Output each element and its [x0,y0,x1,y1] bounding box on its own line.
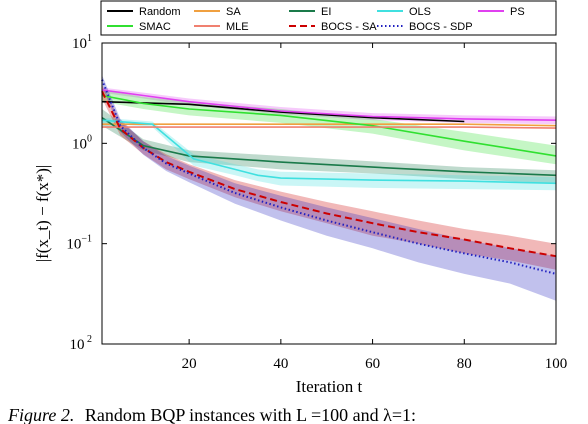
x-tick-label: 40 [273,356,288,372]
y-tick-exponent: 0 [87,133,92,144]
legend-label-bocs-sa: BOCS - SA [321,21,377,33]
legend-box [100,0,557,36]
legend-label-bocs-sdp: BOCS - SDP [409,21,473,33]
caption-text: Random BQP instances with L =100 and λ=1… [85,405,416,424]
series-line-random [101,100,465,123]
y-tick-exponent: 2 [85,334,93,345]
series-line-smac [101,94,557,157]
caption-label: Figure 2. [7,405,74,424]
y-tick-exponent: −1 [81,234,92,245]
x-tick-label: 20 [182,356,197,372]
series-line-bocs-sdp [101,79,557,275]
y-tick-label: 10−1 [66,234,92,253]
x-axis-label: Iteration t [296,377,363,396]
y-tick-label: 100 [72,133,92,152]
y-axis-label: |f(x_t) − f(x*)| [33,165,52,263]
series-line-sa [102,123,557,127]
x-tick-label: 60 [365,356,380,372]
legend-label-random: Random [139,6,181,18]
series-line-mle [102,126,557,129]
plot-frame [101,42,557,345]
confidence-bands [102,75,556,301]
series-line-ei [101,117,557,177]
legend-label-smac: SMAC [139,21,171,33]
legend-label-mle: MLE [226,21,249,33]
y-tick-base: 10 [72,136,87,152]
legend-label-ps: PS [510,6,525,18]
x-tick-label: 80 [457,356,472,372]
band-ps [102,87,556,125]
legend-label-ols: OLS [409,6,431,18]
legend-label-sa: SA [226,6,241,18]
legend: Random SA EI OLS PS SMAC MLE BOCS - SA BOCS - SD… [100,0,557,36]
band-ei [102,109,556,184]
legend-label-ei: EI [321,6,331,18]
y-tick-base: 10 [70,337,85,353]
x-tick-label: 100 [545,356,568,372]
y-tick-label: 10 2 [70,334,93,353]
y-tick-label: 101 [72,33,92,52]
y-tick-exponent: 1 [87,33,92,44]
series-line-ps [101,89,557,121]
y-tick-base: 10 [66,237,81,253]
series-lines [101,79,557,275]
band-bocs-sa [102,85,556,270]
series-line-ols [101,119,557,185]
y-tick-base: 10 [72,36,87,52]
figure-caption: Figure 2. Random BQP instances with L =1… [7,405,416,424]
band-bocs-sdp [102,75,556,301]
